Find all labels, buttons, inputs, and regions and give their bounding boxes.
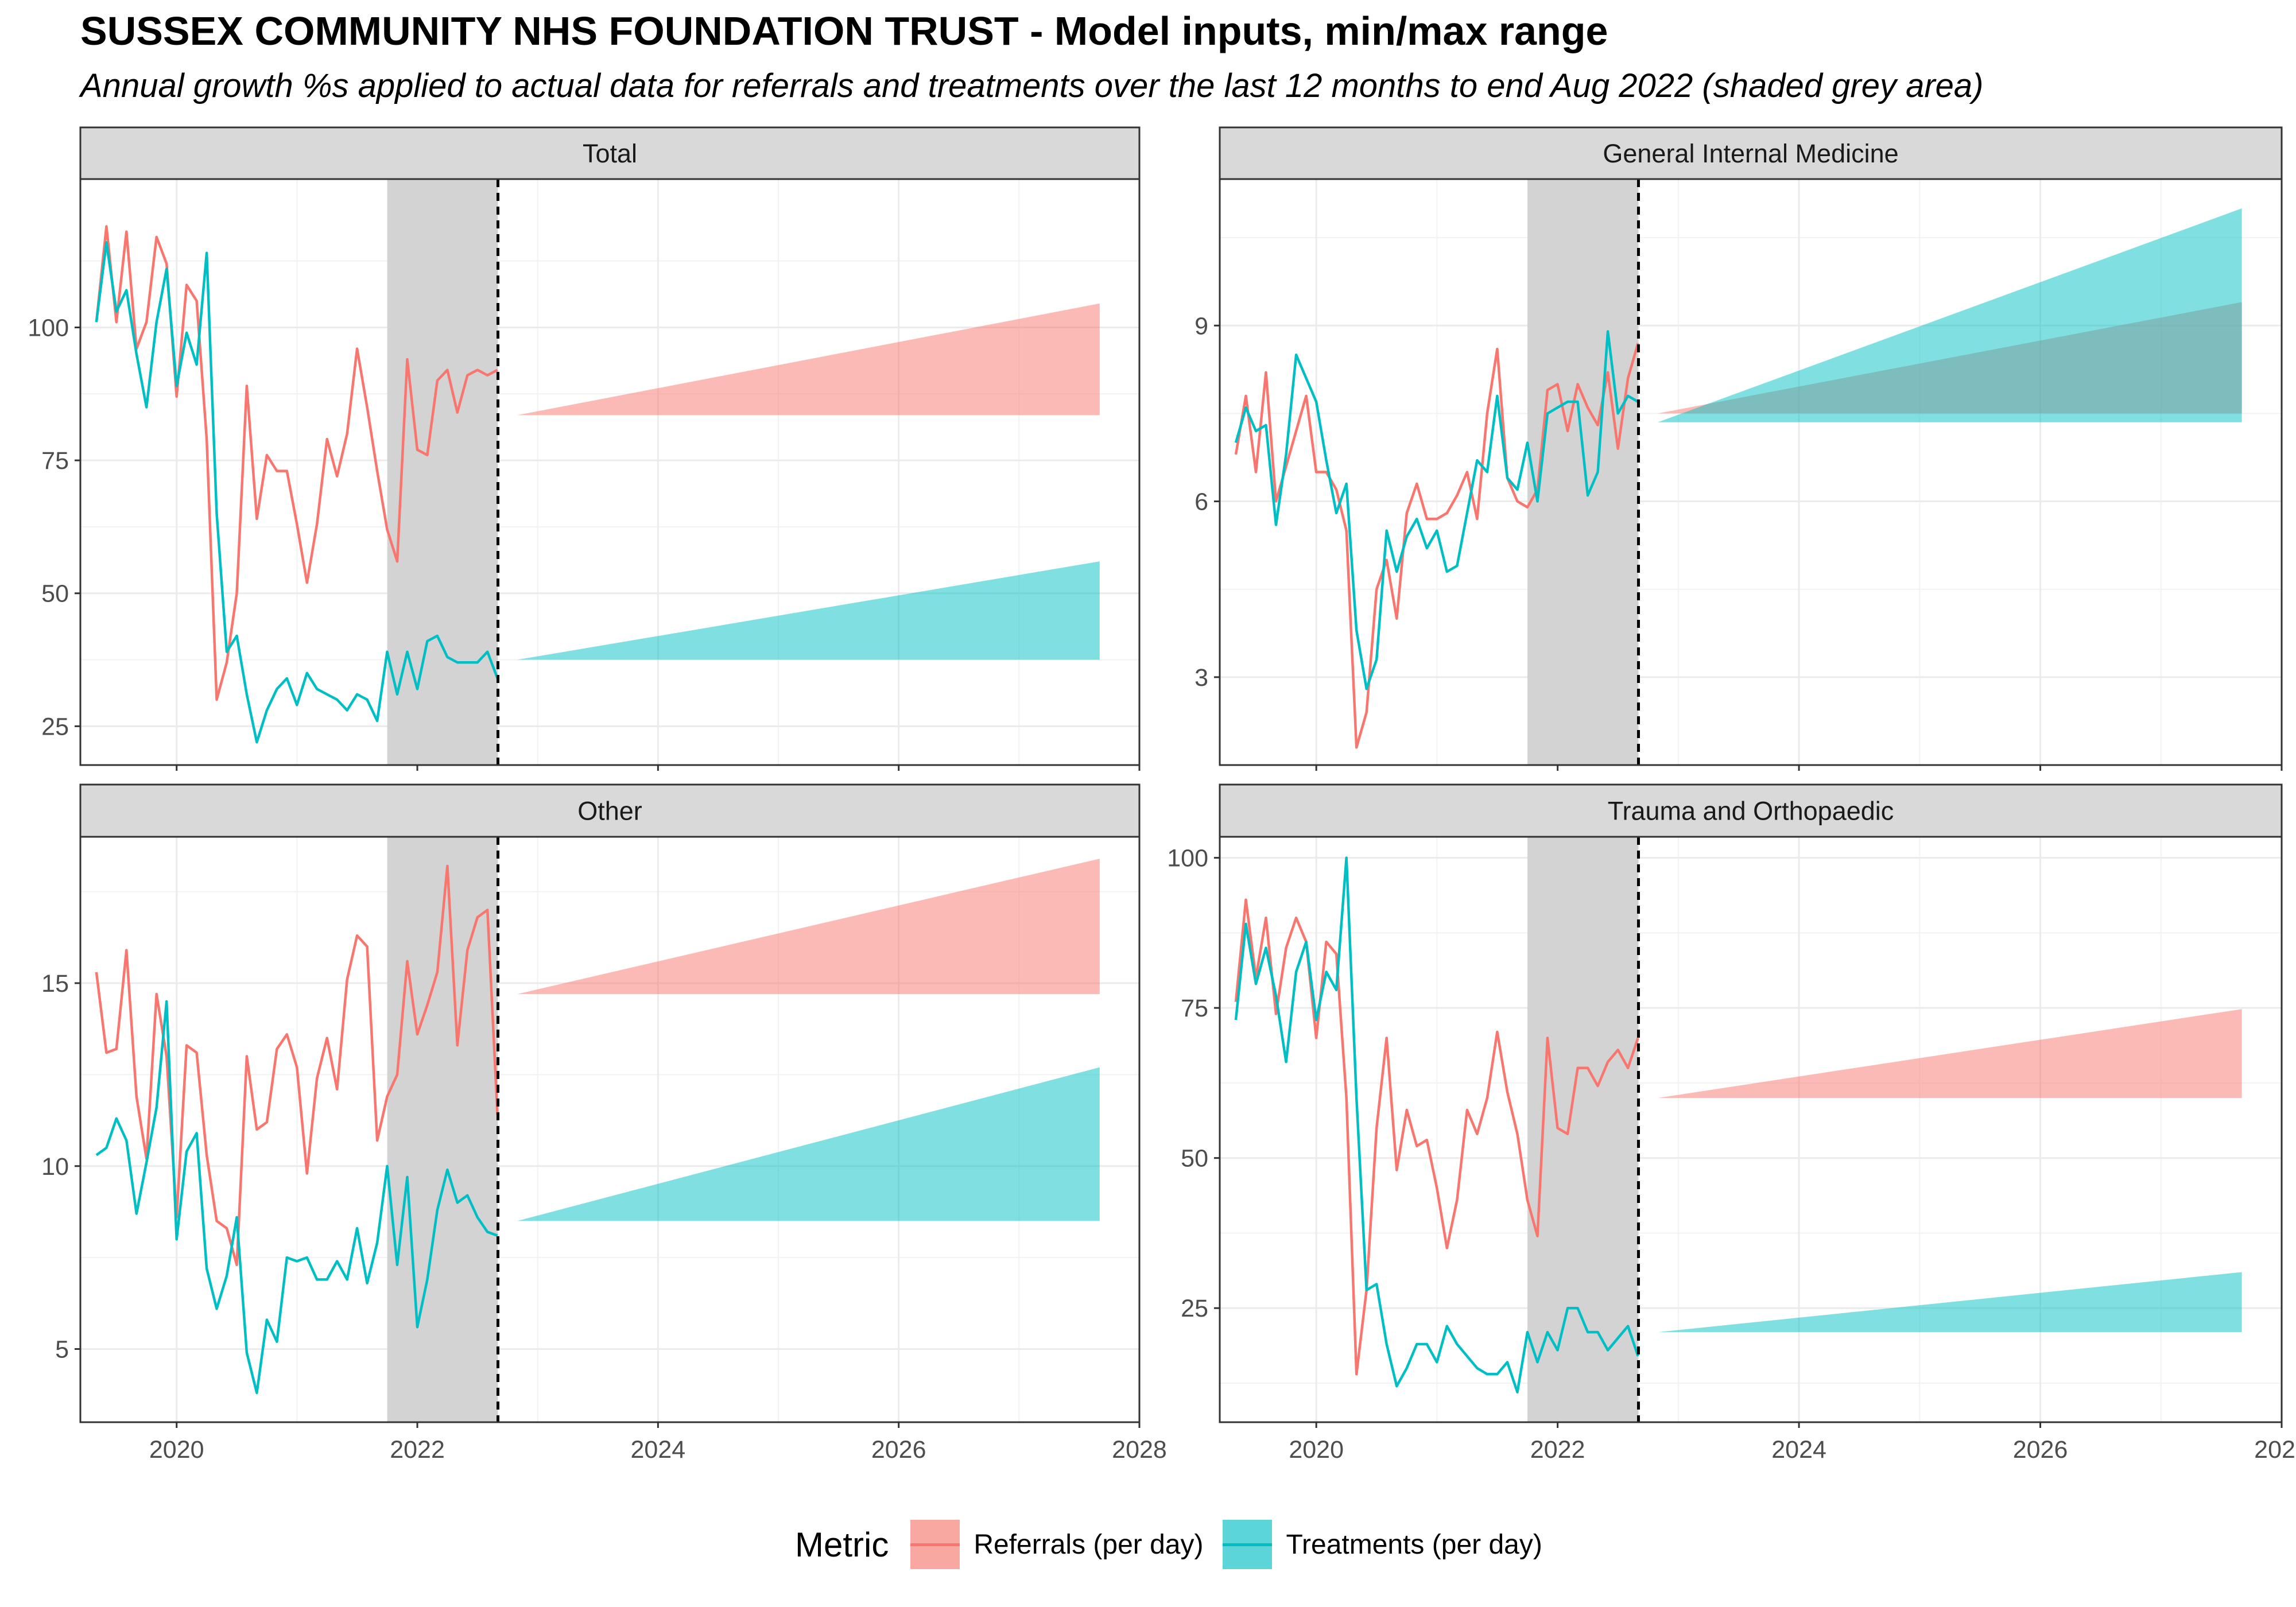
x-tick-label: 2028	[1112, 1436, 1167, 1464]
strip-trauma-and-orthopaedic	[1219, 783, 2283, 838]
y-tick-label: 75	[41, 447, 69, 475]
range-treatments	[517, 1067, 1100, 1221]
plot-bg-total	[80, 179, 1139, 765]
legend-key-treatments-line	[1223, 1543, 1273, 1546]
panel-other: Other 5 10 15 2020 2022 2024 2026 2028	[41, 783, 1167, 1464]
y-tick-label: 100	[1167, 845, 1208, 872]
range-referrals	[517, 303, 1100, 416]
y-tick-label: 50	[1181, 1145, 1208, 1173]
y-tick-label: 5	[55, 1336, 69, 1364]
panel-border-general-internal-medicine	[1219, 178, 2283, 766]
panel-trauma-and-orthopaedic: Trauma and Orthopaedic 25 50 75 100 2020 2022 2…	[1167, 783, 2296, 1464]
strip-label-total: Total	[583, 139, 637, 168]
y-tick-label: 25	[41, 713, 69, 740]
panel-border-other	[79, 836, 1141, 1423]
y-tick-label: 50	[41, 580, 69, 608]
x-tick-label: 2022	[1530, 1436, 1585, 1464]
strip-other	[79, 783, 1141, 838]
series-line-treatments	[1234, 330, 1639, 690]
x-tick-label: 2020	[149, 1436, 204, 1464]
y-tick-label: 6	[1194, 488, 1208, 516]
x-tick-label: 2028	[2254, 1436, 2296, 1464]
x-tick-label: 2024	[631, 1436, 686, 1464]
strip-label-trauma-and-orthopaedic: Trauma and Orthopaedic	[1608, 797, 1894, 826]
faceted-chart: Total 25 50 75 100 General Internal Medicine 3…	[28, 126, 2296, 1464]
panel-border-total	[79, 178, 1141, 766]
range-treatments	[1658, 208, 2242, 422]
legend-key-treatments	[1223, 1520, 1273, 1569]
x-tick-label: 2020	[1289, 1436, 1344, 1464]
legend: Metric Referrals (per day) Treatments (p…	[795, 1507, 1562, 1582]
plot-bg-trauma-and-orthopaedic	[1220, 837, 2282, 1422]
history-band	[387, 179, 498, 765]
y-tick-label: 15	[41, 970, 69, 997]
history-band	[387, 837, 498, 1422]
legend-label-referrals: Referrals (per day)	[974, 1529, 1204, 1560]
page-title: SUSSEX COMMUNITY NHS FOUNDATION TRUST - …	[80, 9, 1608, 53]
strip-general-internal-medicine	[1219, 126, 2283, 180]
series-line-treatments	[95, 1000, 498, 1395]
series-line-referrals	[95, 225, 498, 701]
x-tick-label: 2026	[871, 1436, 926, 1464]
strip-label-general-internal-medicine: General Internal Medicine	[1603, 139, 1898, 168]
history-band	[1527, 837, 1639, 1422]
y-tick-label: 75	[1181, 995, 1208, 1022]
page-subtitle: Annual growth %s applied to actual data …	[80, 67, 1984, 104]
x-tick-label: 2024	[1771, 1436, 1826, 1464]
x-tick-label: 2022	[390, 1436, 445, 1464]
series-line-treatments	[95, 241, 499, 744]
legend-key-referrals	[910, 1520, 960, 1569]
x-tick-label: 2026	[2013, 1436, 2068, 1464]
range-treatments	[1658, 1272, 2242, 1333]
legend-label-treatments: Treatments (per day)	[1286, 1529, 1542, 1560]
y-tick-label: 25	[1181, 1295, 1208, 1322]
y-tick-label: 9	[1194, 312, 1208, 340]
y-tick-label: 100	[28, 314, 69, 341]
legend-key-referrals-line	[910, 1543, 960, 1546]
panel-border-trauma-and-orthopaedic	[1219, 836, 2283, 1423]
y-tick-label: 10	[41, 1153, 69, 1181]
legend-title: Metric	[795, 1525, 889, 1564]
series-line-treatments	[1234, 856, 1639, 1393]
panel-total: Total 25 50 75 100	[28, 126, 1141, 771]
y-tick-label: 3	[1194, 664, 1208, 692]
strip-label-other: Other	[577, 797, 642, 826]
panel-general-internal-medicine: General Internal Medicine 3 6 9	[1194, 126, 2283, 771]
range-treatments	[517, 561, 1100, 660]
series-line-referrals	[1234, 898, 1639, 1376]
history-band	[1527, 179, 1639, 765]
range-referrals	[1658, 1009, 2242, 1098]
range-referrals	[517, 859, 1100, 995]
series-line-referrals	[1234, 343, 1639, 749]
